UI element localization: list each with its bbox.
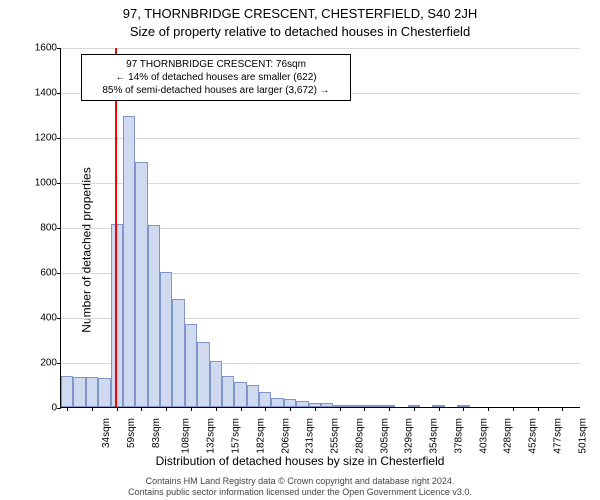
annotation-box: 97 THORNBRIDGE CRESCENT: 76sqm ← 14% of … [81, 54, 351, 101]
ytick-mark [57, 93, 61, 94]
xtick-mark [513, 407, 514, 411]
xtick-label: 34sqm [101, 418, 112, 448]
ytick-mark [57, 228, 61, 229]
xtick-label: 280sqm [354, 418, 365, 454]
bar [210, 361, 222, 407]
xtick-mark [92, 407, 93, 411]
xtick-mark [562, 407, 563, 411]
xtick-label: 206sqm [280, 418, 291, 454]
ytick-mark [57, 48, 61, 49]
bar [160, 272, 172, 407]
ytick-label: 800 [21, 223, 57, 234]
xtick-label: 329sqm [404, 418, 415, 454]
xtick-mark [290, 407, 291, 411]
bar [185, 324, 197, 407]
xtick-mark [141, 407, 142, 411]
ytick-mark [57, 408, 61, 409]
xtick-label: 59sqm [126, 418, 137, 448]
xtick-mark [216, 407, 217, 411]
xtick-label: 501sqm [577, 418, 588, 454]
xtick-label: 428sqm [503, 418, 514, 454]
x-axis-label: Distribution of detached houses by size … [0, 454, 600, 468]
xtick-label: 157sqm [231, 418, 242, 454]
xtick-label: 354sqm [429, 418, 440, 454]
footer-line-2: Contains public sector information licen… [0, 487, 600, 498]
ytick-label: 1200 [21, 133, 57, 144]
xtick-label: 378sqm [453, 418, 464, 454]
ytick-mark [57, 363, 61, 364]
bar [234, 382, 246, 407]
bar [73, 377, 85, 407]
xtick-mark [463, 407, 464, 411]
annotation-line-3: 85% of semi-detached houses are larger (… [88, 84, 344, 97]
xtick-mark [389, 407, 390, 411]
ytick-label: 1000 [21, 178, 57, 189]
xtick-label: 255sqm [330, 418, 341, 454]
figure-container: 97, THORNBRIDGE CRESCENT, CHESTERFIELD, … [0, 0, 600, 500]
xtick-mark [166, 407, 167, 411]
bar [222, 376, 234, 408]
bar [259, 392, 271, 407]
figure-title-1: 97, THORNBRIDGE CRESCENT, CHESTERFIELD, … [0, 6, 600, 21]
figure-footer: Contains HM Land Registry data © Crown c… [0, 476, 600, 499]
ytick-label: 400 [21, 313, 57, 324]
ytick-mark [57, 273, 61, 274]
bar [271, 398, 283, 407]
figure-title-2: Size of property relative to detached ho… [0, 24, 600, 39]
bar [148, 225, 160, 407]
gridline [61, 48, 580, 49]
xtick-mark [364, 407, 365, 411]
xtick-label: 182sqm [255, 418, 266, 454]
ytick-label: 600 [21, 268, 57, 279]
xtick-mark [488, 407, 489, 411]
xtick-label: 477sqm [552, 418, 563, 454]
xtick-mark [340, 407, 341, 411]
ytick-mark [57, 318, 61, 319]
bar [321, 403, 333, 408]
bar [98, 378, 110, 407]
bar [135, 162, 147, 407]
xtick-mark [439, 407, 440, 411]
ytick-mark [57, 183, 61, 184]
bar [346, 405, 358, 407]
xtick-mark [117, 407, 118, 411]
xtick-label: 452sqm [528, 418, 539, 454]
ytick-label: 1600 [21, 43, 57, 54]
plot-area: 0200400600800100012001400160034sqm59sqm8… [60, 48, 580, 408]
bar [284, 399, 296, 407]
xtick-label: 132sqm [206, 418, 217, 454]
xtick-mark [538, 407, 539, 411]
footer-line-1: Contains HM Land Registry data © Crown c… [0, 476, 600, 487]
annotation-line-1: 97 THORNBRIDGE CRESCENT: 76sqm [88, 58, 344, 71]
marker-line [115, 48, 117, 407]
xtick-label: 403sqm [478, 418, 489, 454]
annotation-line-2: ← 14% of detached houses are smaller (62… [88, 71, 344, 84]
bar [61, 376, 73, 408]
gridline [61, 138, 580, 139]
ytick-label: 1400 [21, 88, 57, 99]
ytick-label: 200 [21, 358, 57, 369]
xtick-mark [315, 407, 316, 411]
xtick-mark [191, 407, 192, 411]
xtick-label: 83sqm [151, 418, 162, 448]
bar [197, 342, 209, 407]
bar [86, 377, 98, 407]
ytick-label: 0 [21, 403, 57, 414]
bar [247, 385, 259, 408]
xtick-mark [414, 407, 415, 411]
bar [172, 299, 184, 407]
xtick-label: 108sqm [181, 418, 192, 454]
bar [296, 401, 308, 407]
xtick-label: 305sqm [379, 418, 390, 454]
xtick-mark [241, 407, 242, 411]
xtick-label: 231sqm [305, 418, 316, 454]
xtick-mark [265, 407, 266, 411]
bar [371, 405, 383, 407]
ytick-mark [57, 138, 61, 139]
bar [123, 116, 135, 407]
xtick-mark [67, 407, 68, 411]
